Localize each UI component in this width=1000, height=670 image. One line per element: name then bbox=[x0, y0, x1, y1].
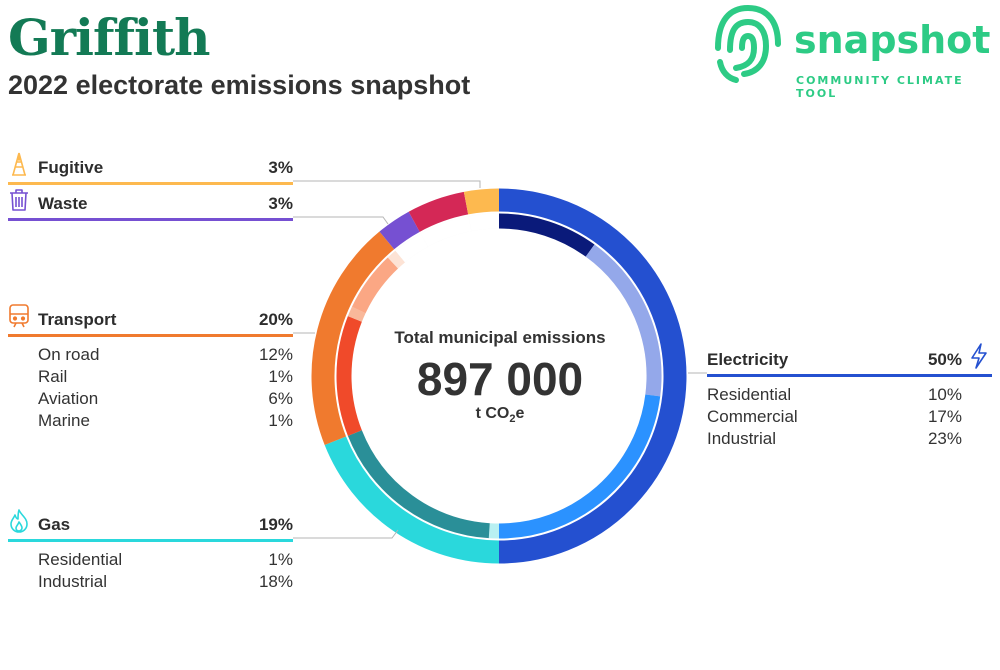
slice-fugitive bbox=[463, 188, 500, 215]
logo-tagline: COMMUNITY CLIMATE TOOL bbox=[796, 74, 964, 100]
lightning-icon bbox=[971, 343, 987, 369]
subslice-transport-marine bbox=[387, 250, 406, 269]
category-name: Fugitive bbox=[38, 158, 104, 177]
subslice-transport-rail bbox=[347, 306, 366, 322]
legend-waste: Waste 3% bbox=[8, 189, 293, 221]
slice-agriculture bbox=[408, 191, 469, 232]
subcategory-name: Industrial bbox=[38, 572, 107, 591]
subcategory-row: Residential 10% bbox=[707, 385, 992, 407]
subcategory-percent: 1% bbox=[268, 367, 293, 386]
oil-rig-icon bbox=[12, 152, 26, 176]
unit-prefix: t CO bbox=[475, 405, 510, 422]
category-percent: 50% bbox=[927, 350, 962, 369]
category-rule bbox=[8, 334, 293, 337]
subcategory-row: Industrial 18% bbox=[8, 572, 293, 594]
category-rule bbox=[8, 539, 293, 542]
legend-transport: Transport 20% On road 12% Rail 1% Aviati… bbox=[8, 304, 293, 433]
subcategory-percent: 18% bbox=[258, 572, 293, 591]
subcategory-name: On road bbox=[38, 345, 100, 364]
train-icon bbox=[9, 304, 29, 328]
trash-icon bbox=[10, 189, 28, 211]
subcategory-name: Industrial bbox=[707, 429, 776, 448]
slice-waste bbox=[379, 211, 420, 250]
subslice-waste-blank bbox=[395, 233, 429, 263]
category-percent: 20% bbox=[258, 310, 293, 329]
subcategory-percent: 23% bbox=[927, 429, 962, 448]
page-title: Griffith bbox=[8, 8, 210, 67]
subcategory-row: Rail 1% bbox=[8, 367, 293, 389]
leader-waste bbox=[293, 216, 389, 225]
total-unit: t CO2e bbox=[370, 405, 630, 425]
subslice-fugitive-blank bbox=[468, 213, 500, 232]
subcategory-row: Marine 1% bbox=[8, 411, 293, 433]
subcategory-row: Residential 1% bbox=[8, 550, 293, 572]
legend-fugitive: Fugitive 3% bbox=[8, 152, 293, 185]
total-label: Total municipal emissions bbox=[394, 328, 606, 347]
leader-gas bbox=[293, 529, 399, 539]
subcategory-percent: 6% bbox=[268, 389, 293, 408]
subcategory-percent: 1% bbox=[268, 411, 293, 430]
category-percent: 19% bbox=[258, 515, 293, 534]
subcategory-name: Commercial bbox=[707, 407, 798, 426]
subslice-transport-aviation bbox=[351, 257, 399, 314]
subcategory-name: Rail bbox=[38, 367, 68, 386]
category-name: Waste bbox=[38, 194, 88, 213]
subslice-electricity-residential bbox=[498, 213, 595, 257]
subcategory-row: Commercial 17% bbox=[707, 407, 992, 429]
subcategory-percent: 12% bbox=[258, 345, 293, 364]
subcategory-percent: 10% bbox=[927, 385, 962, 404]
category-rule bbox=[8, 182, 293, 185]
unit-suffix: e bbox=[515, 405, 525, 422]
category-name: Transport bbox=[38, 310, 117, 329]
category-name: Gas bbox=[38, 515, 71, 534]
page-subtitle: 2022 electorate emissions snapshot bbox=[8, 70, 471, 100]
subslice-electricity-commercial bbox=[585, 244, 662, 397]
subcategory-percent: 1% bbox=[268, 550, 293, 569]
category-rule bbox=[707, 374, 992, 377]
category-percent: 3% bbox=[268, 194, 293, 213]
subcategory-row: On road 12% bbox=[8, 345, 293, 367]
subcategory-name: Marine bbox=[38, 411, 90, 430]
unit-subscript: 2 bbox=[509, 413, 516, 426]
slice-transport bbox=[311, 231, 395, 446]
subslice-gas-industrial bbox=[347, 430, 490, 539]
subslice-agriculture-blank bbox=[420, 216, 472, 247]
subcategory-percent: 17% bbox=[927, 407, 962, 426]
slice-gas bbox=[324, 436, 500, 564]
total-value: 897 000 bbox=[416, 353, 584, 405]
logo-wordmark: snapshot bbox=[794, 18, 991, 62]
subslice-electricity-industrial bbox=[498, 394, 661, 539]
subcategory-name: Residential bbox=[707, 385, 792, 404]
subcategory-name: Residential bbox=[38, 550, 123, 569]
legend-electricity: Electricity 50% Residential 10% Commerci… bbox=[707, 343, 992, 451]
subcategory-row: Aviation 6% bbox=[8, 389, 293, 411]
category-rule bbox=[8, 218, 293, 221]
snapshot-logo: snapshot COMMUNITY CLIMATE TOOL bbox=[712, 0, 1000, 100]
fingerprint-icon bbox=[715, 4, 781, 83]
category-name: Electricity bbox=[707, 350, 789, 369]
subcategory-name: Aviation bbox=[38, 389, 99, 408]
flame-icon bbox=[10, 509, 28, 533]
leader-fugitive bbox=[293, 180, 481, 188]
subslice-transport-on-road bbox=[336, 316, 362, 436]
legend-gas: Gas 19% Residential 1% Industrial 18% bbox=[8, 509, 293, 594]
category-percent: 3% bbox=[268, 158, 293, 177]
slice-electricity bbox=[498, 188, 687, 564]
subcategory-row: Industrial 23% bbox=[707, 429, 992, 451]
